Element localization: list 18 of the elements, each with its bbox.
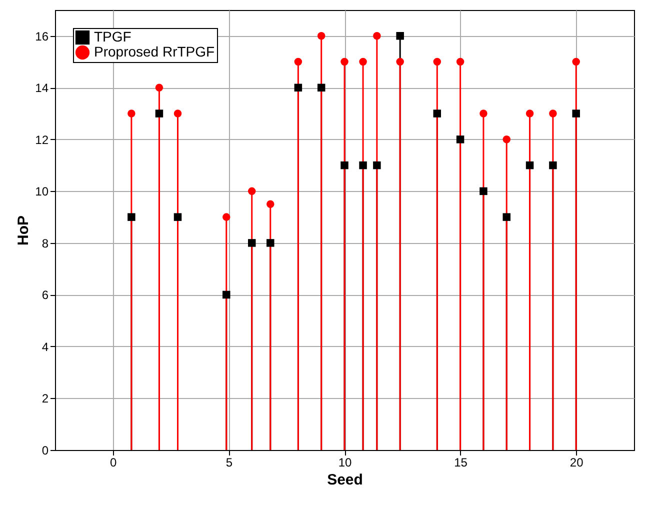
x-tick-label: 10	[338, 456, 352, 470]
y-tick-label: 16	[35, 29, 49, 44]
y-tick-label: 6	[42, 288, 49, 302]
y-tick-label: 12	[35, 132, 49, 147]
y-tick-label: 14	[35, 81, 49, 96]
x-tick-label: 20	[570, 456, 584, 470]
x-tick-label: 5	[226, 456, 233, 470]
legend-label: TPGF	[94, 28, 132, 44]
legend-label: Proprosed RrTPGF	[94, 44, 215, 60]
x-axis-title: Seed	[327, 472, 363, 488]
y-tick-label: 10	[35, 184, 49, 199]
x-tick-label: 0	[110, 456, 118, 470]
y-tick-label: 2	[42, 392, 49, 406]
y-axis-title: HoP	[15, 216, 32, 246]
y-tick-label: 4	[42, 340, 49, 354]
x-tick-label: 15	[454, 456, 468, 470]
y-tick-label: 0	[42, 444, 49, 458]
y-tick-label: 8	[42, 236, 49, 250]
